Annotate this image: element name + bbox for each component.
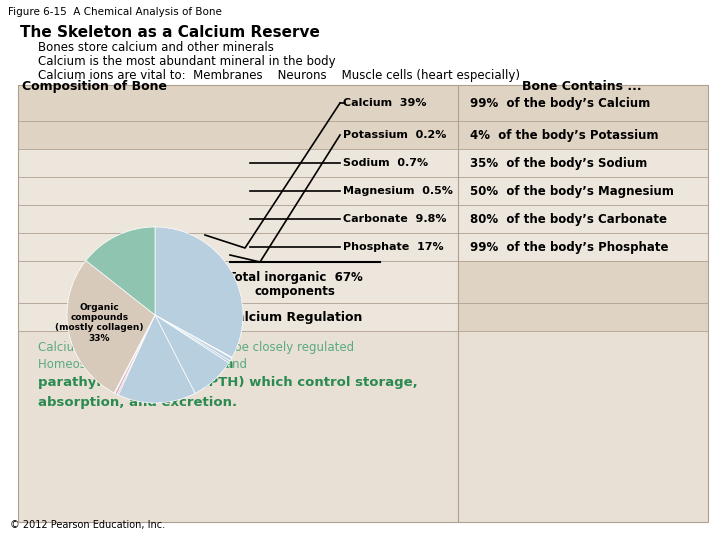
Text: 80%  of the body’s Carbonate: 80% of the body’s Carbonate — [470, 213, 667, 226]
Text: Calcium Regulation: Calcium Regulation — [228, 310, 363, 323]
Text: The Skeleton as a Calcium Reserve: The Skeleton as a Calcium Reserve — [20, 25, 320, 40]
Bar — [18, 331, 708, 522]
Text: Phosphate  17%: Phosphate 17% — [343, 242, 444, 252]
Bar — [18, 233, 458, 261]
Bar — [18, 303, 458, 331]
Wedge shape — [86, 227, 155, 315]
Bar — [18, 261, 458, 303]
Text: Organic
compounds
(mostly collagen)
33%: Organic compounds (mostly collagen) 33% — [55, 302, 144, 343]
Text: Calcium ions in body fluids must be closely regulated: Calcium ions in body fluids must be clos… — [38, 341, 354, 354]
Wedge shape — [114, 315, 155, 393]
Text: 99%  of the body’s Calcium: 99% of the body’s Calcium — [470, 97, 650, 110]
Text: components: components — [255, 285, 336, 298]
Wedge shape — [155, 315, 230, 363]
Bar — [18, 205, 458, 233]
Text: and: and — [221, 358, 247, 371]
Wedge shape — [115, 315, 155, 394]
Wedge shape — [155, 315, 232, 358]
Bar — [458, 121, 708, 149]
Wedge shape — [117, 315, 155, 395]
Text: 4%  of the body’s Potassium: 4% of the body’s Potassium — [470, 129, 659, 141]
Wedge shape — [155, 315, 229, 393]
Bar — [458, 149, 708, 177]
Text: 50%  of the body’s Magnesium: 50% of the body’s Magnesium — [470, 185, 674, 198]
Text: © 2012 Pearson Education, Inc.: © 2012 Pearson Education, Inc. — [10, 520, 165, 530]
Text: Figure 6-15  A Chemical Analysis of Bone: Figure 6-15 A Chemical Analysis of Bone — [8, 7, 222, 17]
Text: Calcium  39%: Calcium 39% — [343, 98, 426, 108]
Wedge shape — [155, 227, 243, 357]
Bar — [458, 261, 708, 303]
Text: Potassium  0.2%: Potassium 0.2% — [343, 130, 446, 140]
Text: Calcium ions are vital to:  Membranes    Neurons    Muscle cells (heart especial: Calcium ions are vital to: Membranes Neu… — [38, 69, 520, 82]
Text: calcitonin: calcitonin — [170, 358, 234, 371]
Wedge shape — [155, 315, 232, 361]
Wedge shape — [118, 315, 195, 403]
Bar — [18, 85, 708, 522]
Text: 99%  of the body’s Phosphate: 99% of the body’s Phosphate — [470, 240, 668, 253]
Bar — [18, 85, 458, 121]
Text: parathyroid hormone (PTH) which control storage,: parathyroid hormone (PTH) which control … — [38, 376, 418, 389]
Text: Sodium  0.7%: Sodium 0.7% — [343, 158, 428, 168]
Bar — [18, 177, 458, 205]
Text: 35%  of the body’s Sodium: 35% of the body’s Sodium — [470, 157, 647, 170]
Bar — [458, 303, 708, 331]
Text: Composition of Bone: Composition of Bone — [22, 80, 167, 93]
Bar — [18, 149, 458, 177]
Wedge shape — [67, 261, 155, 393]
Text: Calcium is the most abundant mineral in the body: Calcium is the most abundant mineral in … — [38, 55, 336, 68]
Text: Total inorganic  67%: Total inorganic 67% — [228, 271, 362, 284]
Text: Carbonate  9.8%: Carbonate 9.8% — [343, 214, 446, 224]
Text: Bone Contains ...: Bone Contains ... — [522, 80, 642, 93]
Bar — [458, 233, 708, 261]
Text: absorption, and excretion.: absorption, and excretion. — [38, 396, 237, 409]
Bar — [458, 177, 708, 205]
Text: Magnesium  0.5%: Magnesium 0.5% — [343, 186, 453, 196]
Bar — [458, 85, 708, 121]
Text: Bones store calcium and other minerals: Bones store calcium and other minerals — [38, 41, 274, 54]
Bar — [458, 205, 708, 233]
Text: Homeostasis is maintained by: Homeostasis is maintained by — [38, 358, 220, 371]
Bar — [18, 121, 458, 149]
